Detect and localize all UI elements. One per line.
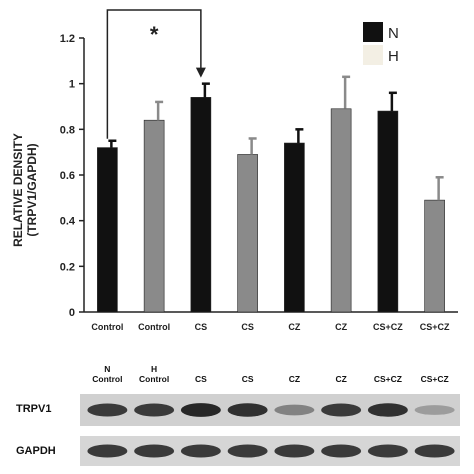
- blot-lane-label: N: [104, 364, 110, 374]
- y-axis-sublabel: (TRPV1/GAPDH): [25, 143, 39, 236]
- blot-row-label-trpv1: TRPV1: [16, 403, 51, 415]
- y-axis-label: RELATIVE DENSITY: [11, 133, 25, 247]
- blot-band: [414, 444, 455, 458]
- x-tick-label: CZ: [288, 322, 300, 332]
- x-tick-label: Control: [91, 322, 123, 332]
- blot-lane-label: CS+CZ: [374, 374, 402, 384]
- legend-swatch-h: [363, 45, 383, 65]
- blot-band: [227, 444, 268, 458]
- significance-arrowhead: [195, 67, 206, 78]
- bar: [377, 110, 399, 313]
- y-tick-label: 1.2: [60, 33, 75, 45]
- y-tick-label: 0.2: [60, 261, 75, 273]
- significance-line: [106, 9, 202, 139]
- blot-band: [180, 403, 221, 417]
- y-tick-label: 0.6: [60, 170, 75, 182]
- bar: [97, 147, 118, 313]
- bar: [424, 199, 445, 313]
- x-tick-label: CS+CZ: [373, 322, 403, 332]
- blot-band: [274, 444, 315, 458]
- bar: [330, 108, 352, 313]
- blot-lane-label: CZ: [289, 374, 300, 384]
- y-tick-label: 0: [69, 307, 75, 319]
- blot-band: [180, 444, 221, 458]
- x-tick-labels: Control Control CS CS CZ CZ CS+CZ CS+CZ: [91, 322, 450, 332]
- blot-band: [321, 444, 362, 458]
- blot-band: [134, 403, 175, 417]
- x-tick-label: CS+CZ: [420, 322, 450, 332]
- blot-lane-label: CS: [195, 374, 207, 384]
- bars: [97, 97, 445, 313]
- x-tick-label: CS: [241, 322, 254, 332]
- significance-star: *: [150, 22, 159, 47]
- blot-band: [367, 403, 408, 417]
- blot-row-label-gapdh: GAPDH: [16, 445, 56, 457]
- x-tick-label: CZ: [335, 322, 347, 332]
- bar: [190, 97, 212, 313]
- y-tick-label: 1: [69, 79, 75, 91]
- blot-band: [87, 403, 128, 417]
- blot-band: [227, 403, 268, 417]
- blot-lane-label: Control: [139, 374, 169, 384]
- bar: [284, 142, 305, 313]
- x-tick-label: CS: [195, 322, 208, 332]
- blot-lane-label: CZ: [335, 374, 346, 384]
- y-ticks: 0 0.2 0.4 0.6 0.8 1 1.2: [60, 33, 84, 319]
- legend-label-n: N: [388, 25, 399, 42]
- blot-lane-label: CS+CZ: [421, 374, 449, 384]
- y-tick-label: 0.4: [60, 216, 76, 228]
- blot-band: [321, 403, 362, 417]
- blot-lane-label: CS: [242, 374, 254, 384]
- blot-band: [274, 404, 315, 416]
- legend-label-h: H: [388, 48, 399, 65]
- bar: [143, 119, 165, 313]
- x-tick-label: Control: [138, 322, 170, 332]
- error-bars: [108, 75, 444, 201]
- blot-band: [134, 444, 175, 458]
- blot-bands: [87, 403, 455, 458]
- blot-lane-label: Control: [92, 374, 122, 384]
- blot-band: [414, 405, 455, 415]
- blot-band: [87, 444, 128, 458]
- y-tick-label: 0.8: [60, 124, 75, 136]
- blot-band: [367, 444, 408, 458]
- y-axis-title: RELATIVE DENSITY (TRPV1/GAPDH): [11, 133, 39, 247]
- significance-bracket: *: [106, 9, 206, 139]
- blot-lane-label: H: [151, 364, 157, 374]
- legend-swatch-n: [363, 22, 383, 42]
- bar: [237, 154, 258, 313]
- legend: N H: [363, 22, 399, 65]
